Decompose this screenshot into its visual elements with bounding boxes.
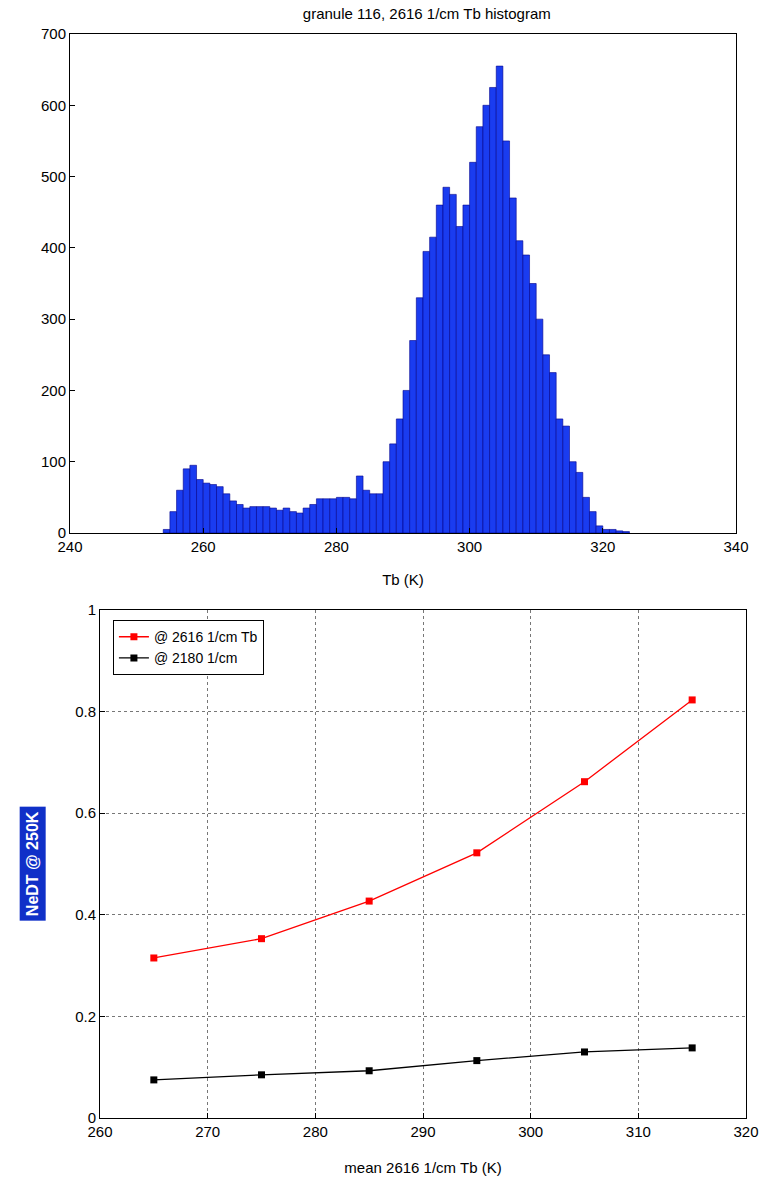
svg-text:1: 1	[88, 601, 96, 618]
svg-text:0.4: 0.4	[75, 906, 96, 923]
svg-text:310: 310	[626, 1123, 651, 1140]
svg-text:500: 500	[41, 168, 66, 185]
svg-text:NeDT @ 250K: NeDT @ 250K	[24, 811, 41, 916]
svg-text:300: 300	[457, 538, 482, 555]
svg-text:320: 320	[733, 1123, 758, 1140]
svg-text:0: 0	[58, 524, 66, 541]
svg-text:@ 2180 1/cm: @ 2180 1/cm	[154, 650, 237, 666]
svg-text:700: 700	[41, 25, 66, 42]
svg-text:280: 280	[303, 1123, 328, 1140]
svg-text:0.6: 0.6	[75, 804, 96, 821]
svg-text:270: 270	[195, 1123, 220, 1140]
svg-text:240: 240	[57, 538, 82, 555]
svg-text:340: 340	[723, 538, 748, 555]
svg-text:400: 400	[41, 239, 66, 256]
svg-text:280: 280	[324, 538, 349, 555]
svg-text:0: 0	[88, 1109, 96, 1126]
svg-text:0.8: 0.8	[75, 703, 96, 720]
svg-text:@ 2616 1/cm Tb: @ 2616 1/cm Tb	[154, 629, 258, 645]
svg-text:260: 260	[191, 538, 216, 555]
svg-text:mean 2616 1/cm Tb (K): mean 2616 1/cm Tb (K)	[344, 1159, 501, 1176]
svg-text:260: 260	[87, 1123, 112, 1140]
svg-text:300: 300	[518, 1123, 543, 1140]
svg-text:290: 290	[410, 1123, 435, 1140]
svg-text:200: 200	[41, 382, 66, 399]
svg-text:320: 320	[590, 538, 615, 555]
svg-text:300: 300	[41, 310, 66, 327]
svg-text:granule 116, 2616 1/cm Tb hist: granule 116, 2616 1/cm Tb histogram	[303, 5, 551, 22]
svg-text:100: 100	[41, 453, 66, 470]
svg-text:600: 600	[41, 97, 66, 114]
svg-text:Tb (K): Tb (K)	[382, 571, 424, 588]
svg-text:0.2: 0.2	[75, 1008, 96, 1025]
